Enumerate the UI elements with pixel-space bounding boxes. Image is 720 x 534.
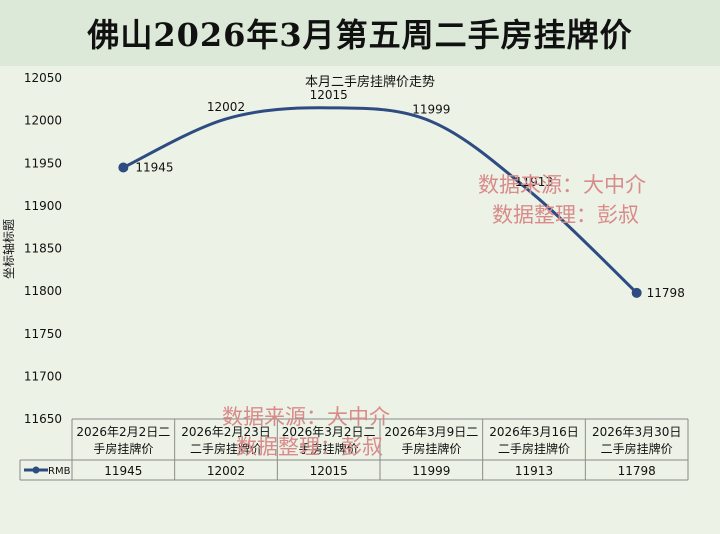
watermark-editor: 数据整理：彭叔 (236, 435, 383, 459)
x-category-label: 2026年3月30日 (592, 425, 681, 439)
data-label: 11945 (135, 161, 173, 175)
legend-marker (32, 466, 40, 474)
chart-panel: 本月二手房挂牌价走势 11650 11700 11750 11800 11850 11900… (0, 66, 720, 534)
watermark-source: 数据来源：大中介 (478, 173, 646, 197)
y-tick-label: 11950 (24, 156, 62, 170)
y-axis-title: 坐标轴标题 (1, 219, 16, 279)
line-chart: 本月二手房挂牌价走势 11650 11700 11750 11800 11850 11900… (1, 71, 689, 481)
table-value: 12002 (207, 464, 245, 478)
watermark-center: 数据来源：大中介 数据整理：彭叔 (222, 402, 390, 462)
data-label: 11913 (515, 175, 553, 189)
data-label: 11999 (412, 102, 450, 116)
y-tick-label: 11850 (24, 242, 62, 256)
y-tick-label: 11900 (24, 199, 62, 213)
watermark-source: 数据来源：大中介 (222, 405, 390, 429)
x-category-label: 二手房挂牌价 (601, 441, 673, 456)
x-category-label: 2026年2月2日二 (76, 425, 170, 439)
table-value: 11913 (515, 464, 553, 478)
data-label: 11798 (647, 286, 685, 300)
data-label: 12015 (310, 88, 348, 102)
table-value: 11945 (104, 464, 142, 478)
y-tick-label: 12000 (24, 114, 62, 128)
data-point (118, 162, 129, 173)
table-value: 11798 (618, 464, 656, 478)
table-value: 11999 (412, 464, 450, 478)
y-tick-label: 11750 (24, 327, 62, 341)
x-category-label: 二手房挂牌价 (190, 441, 262, 456)
chart-title: 本月二手房挂牌价走势 (305, 74, 435, 90)
table-value: 12015 (310, 464, 348, 478)
data-point (631, 287, 642, 298)
y-tick-label: 11800 (24, 284, 62, 298)
watermark-editor: 数据整理：彭叔 (492, 203, 639, 227)
data-label: 12002 (207, 100, 245, 114)
series-line (122, 106, 638, 294)
x-category-label: 2026年3月2日二 (282, 425, 376, 439)
x-category-label: 2026年2月23日 (181, 425, 270, 439)
x-category-label: 手房挂牌价 (93, 441, 153, 456)
watermark-top-right: 数据来源：大中介 数据整理：彭叔 (478, 170, 646, 230)
x-category-label: 手房挂牌价 (401, 441, 461, 456)
x-category-label: 二手房挂牌价 (498, 441, 570, 456)
y-tick-label: 12050 (24, 71, 62, 85)
legend-label: RMB (48, 466, 71, 477)
y-tick-label: 11650 (24, 412, 62, 426)
title-banner: 佛山2026年3月第五周二手房挂牌价 (0, 0, 720, 66)
page-title: 佛山2026年3月第五周二手房挂牌价 (87, 16, 633, 54)
x-category-label: 2026年3月9日二 (384, 425, 478, 439)
y-tick-label: 11700 (24, 369, 62, 383)
x-category-label: 手房挂牌价 (299, 441, 359, 456)
x-category-label: 2026年3月16日 (489, 425, 578, 439)
